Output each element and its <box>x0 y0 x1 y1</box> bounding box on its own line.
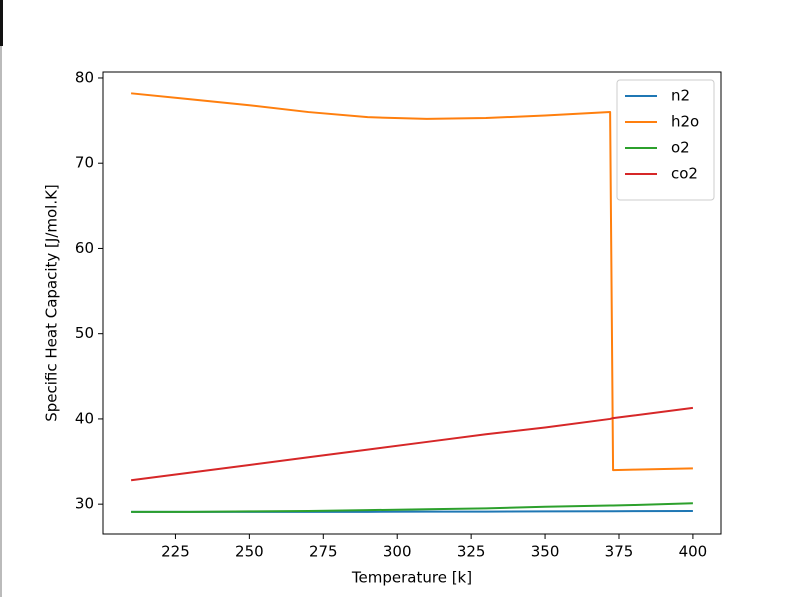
y-tick-label: 50 <box>75 324 94 342</box>
legend-box <box>616 79 715 201</box>
x-tick-label: 350 <box>531 543 560 561</box>
y-tick-label: 80 <box>75 68 94 86</box>
y-axis-label: Specific Heat Capacity [J/mol.K] <box>43 184 61 422</box>
legend-label: o2 <box>671 139 690 157</box>
legend-label: co2 <box>671 165 698 183</box>
y-tick-label: 70 <box>75 154 94 172</box>
x-tick-label: 375 <box>605 543 634 561</box>
data-line <box>130 92 693 472</box>
x-tick-label: 300 <box>383 543 412 561</box>
y-tick-label: 60 <box>75 239 94 257</box>
x-axis-label: Temperature [k] <box>351 569 472 587</box>
legend-label: h2o <box>671 113 699 131</box>
x-tick-label: 225 <box>161 543 190 561</box>
x-tick-label: 400 <box>679 543 708 561</box>
plot-frame <box>102 71 722 535</box>
x-tick-label: 275 <box>309 543 338 561</box>
window-edge <box>0 0 3 46</box>
window-border <box>0 46 2 597</box>
y-tick-label: 30 <box>75 495 94 513</box>
data-line <box>130 406 694 482</box>
x-tick-label: 325 <box>457 543 486 561</box>
legend-label: n2 <box>671 87 690 105</box>
y-tick-label: 40 <box>75 409 94 427</box>
x-tick-label: 250 <box>235 543 264 561</box>
data-line <box>131 502 693 513</box>
